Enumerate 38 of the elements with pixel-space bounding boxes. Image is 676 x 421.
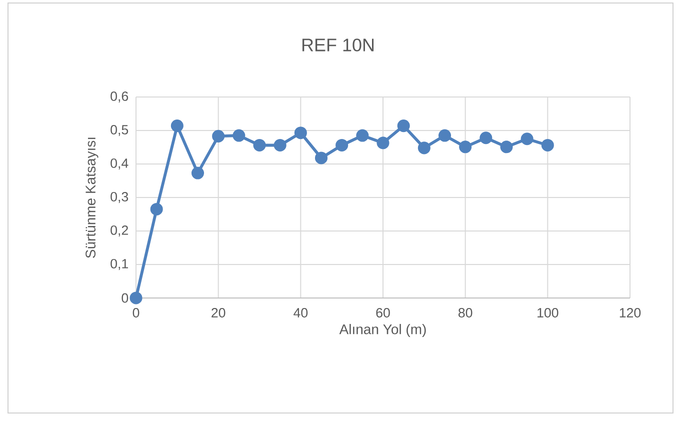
- point: [438, 129, 452, 142]
- x-tick-label: 0: [132, 308, 140, 318]
- point: [356, 129, 369, 142]
- point: [418, 142, 430, 154]
- y-tick-label: 0,1: [110, 258, 128, 270]
- point: [376, 136, 390, 150]
- x-tick-label: 60: [376, 308, 390, 318]
- point: [397, 120, 410, 132]
- y-tick-label: 0,6: [110, 92, 128, 103]
- chart-title: REF 10N: [302, 38, 374, 52]
- y-axis-title: Sürtünme Katsayısı: [86, 138, 98, 258]
- point: [253, 138, 266, 152]
- point: [294, 126, 307, 140]
- point: [274, 138, 286, 152]
- x-tick-label: 20: [212, 308, 226, 318]
- x-tick-label: 40: [294, 308, 308, 318]
- x-tick-label: 100: [538, 308, 558, 318]
- point: [314, 152, 328, 164]
- point: [336, 138, 348, 152]
- point: [150, 202, 163, 216]
- point: [541, 138, 554, 152]
- point: [459, 140, 472, 154]
- y-tick-label: 0,3: [110, 192, 128, 204]
- point: [191, 166, 204, 180]
- y-tick-label: 0: [122, 293, 128, 303]
- point: [520, 132, 534, 146]
- x-tick-label: 120: [620, 308, 641, 318]
- point: [500, 140, 513, 154]
- y-tick-label: 0,5: [110, 125, 128, 136]
- x-tick-label: 80: [458, 308, 472, 318]
- point: [130, 292, 142, 304]
- point: [170, 120, 184, 132]
- point: [232, 129, 246, 142]
- y-tick-label: 0,4: [110, 158, 128, 170]
- point: [212, 130, 225, 142]
- x-axis-title: Alınan Yol (m): [339, 324, 426, 338]
- y-tick-label: 0,2: [110, 225, 128, 237]
- point: [480, 132, 492, 144]
